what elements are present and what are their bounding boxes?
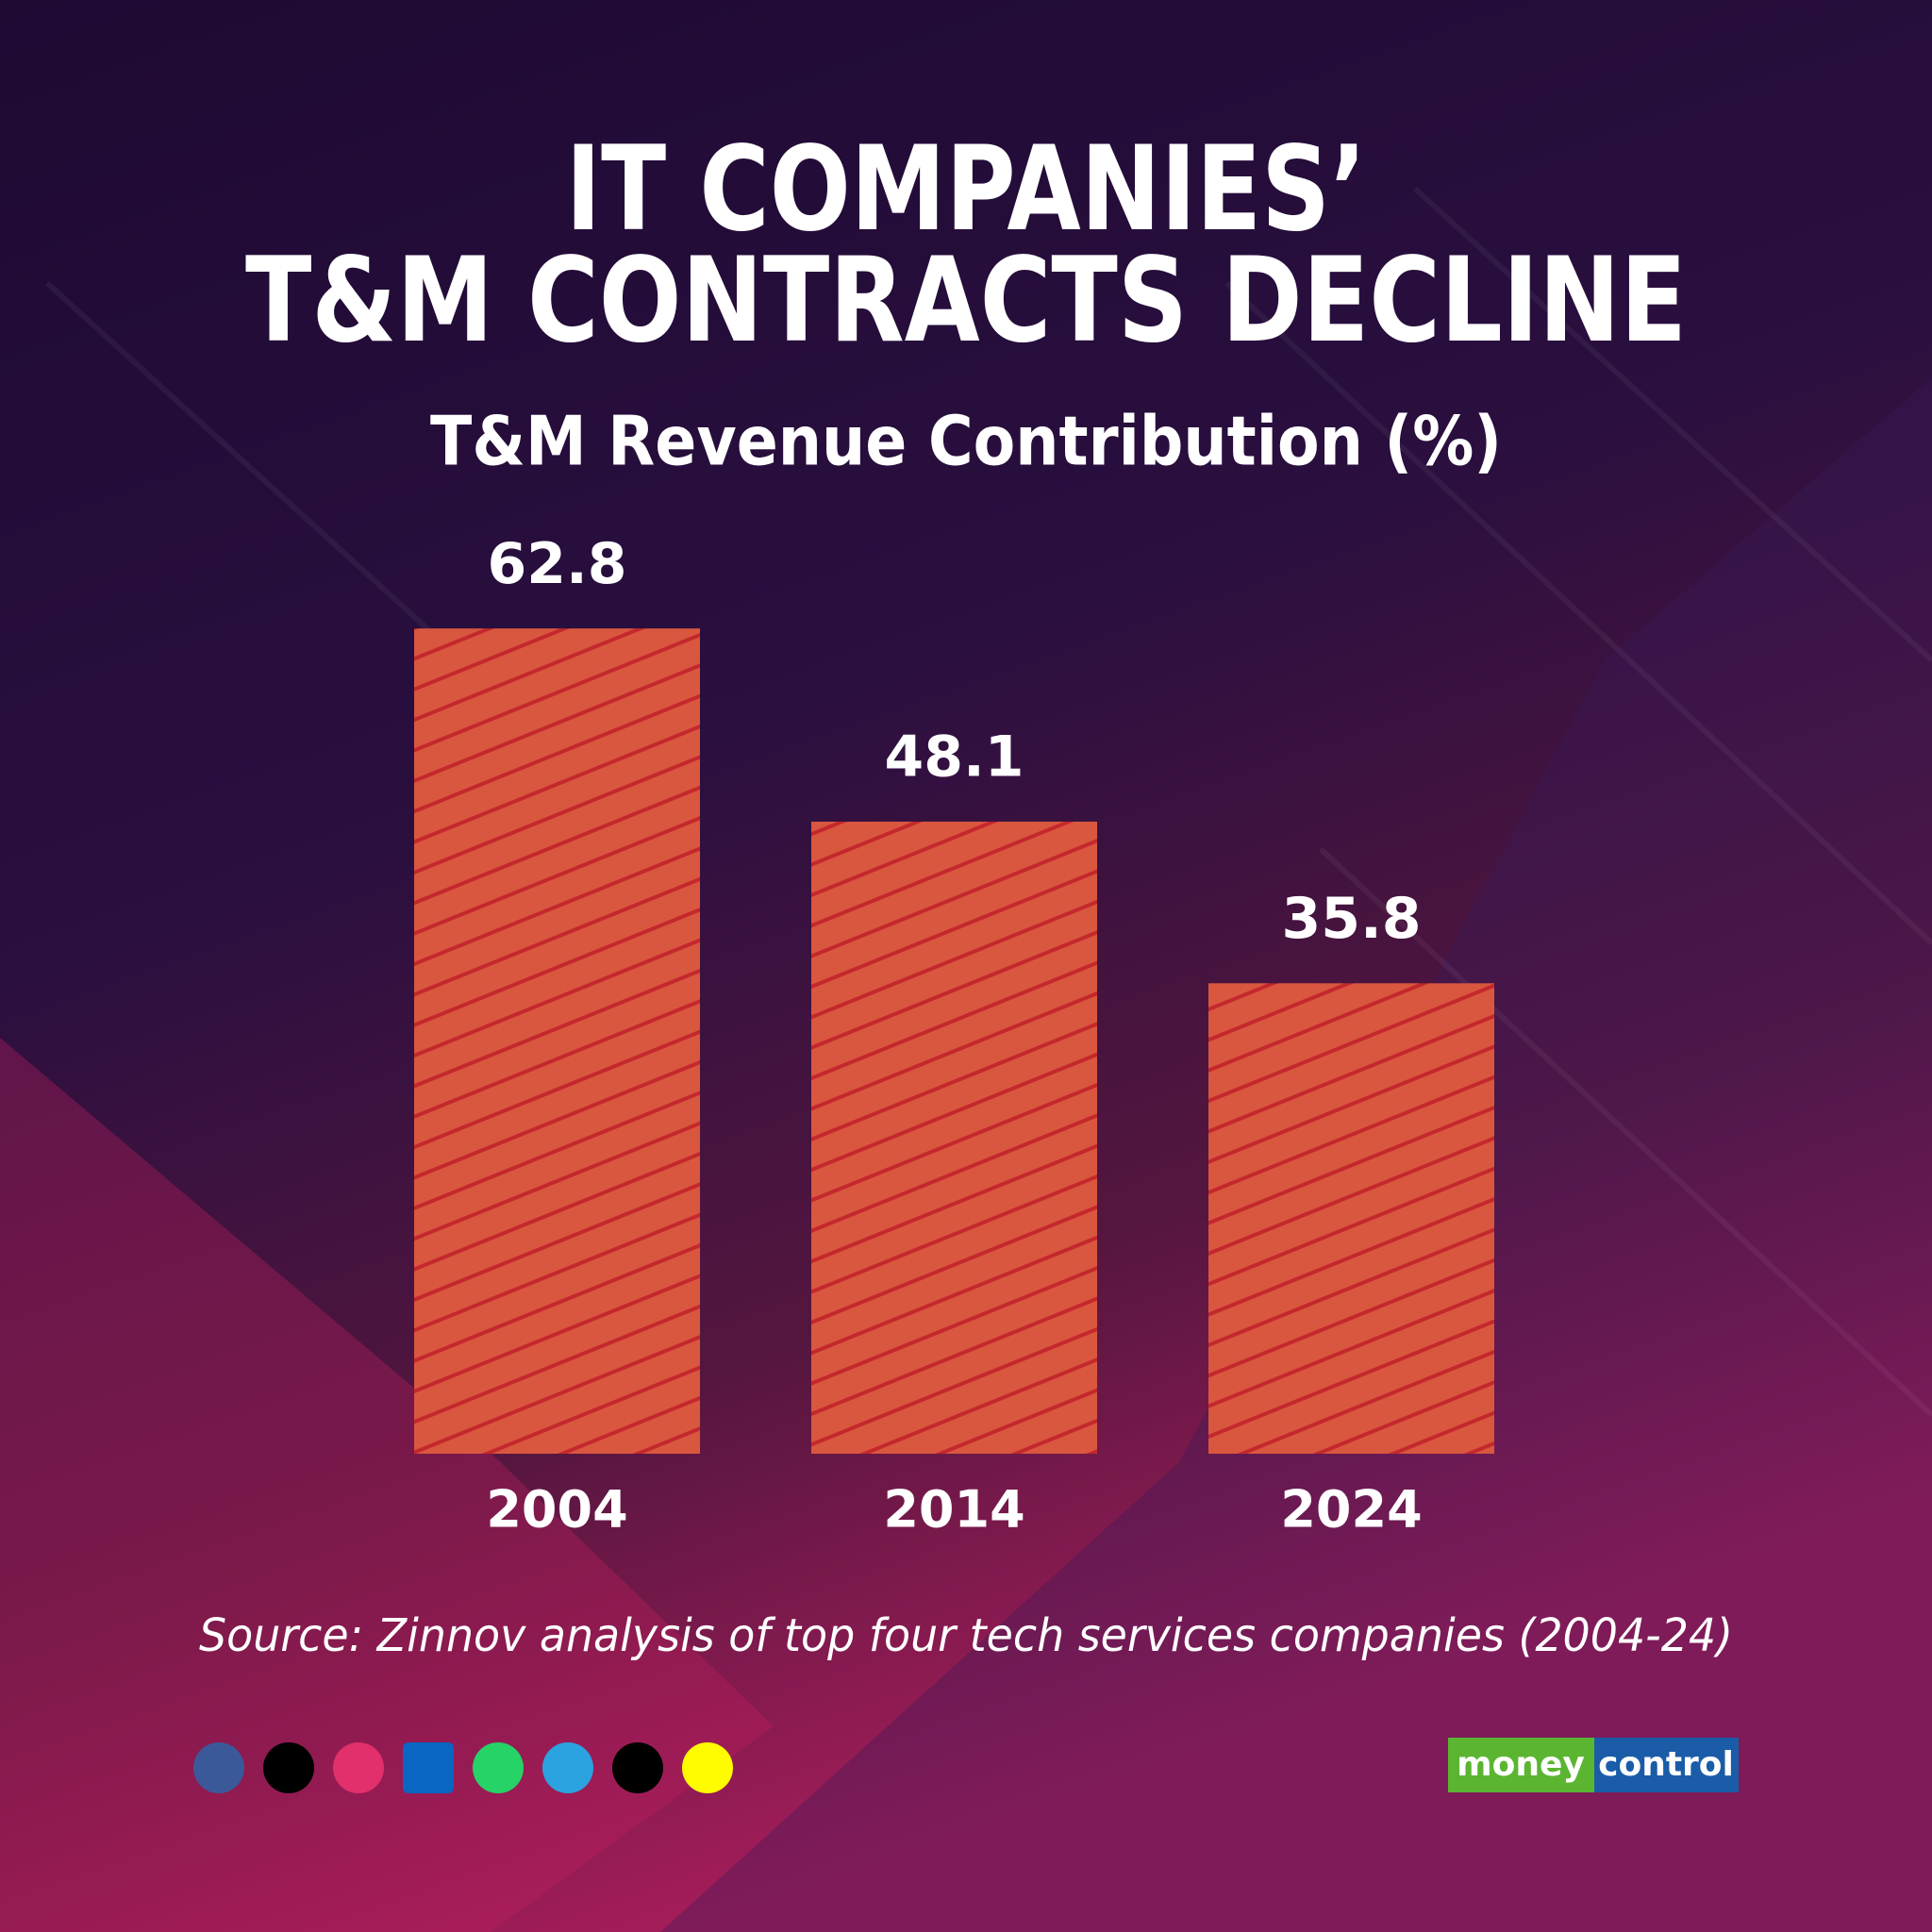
chart-subtitle: T&M Revenue Contribution (%) bbox=[430, 402, 1502, 481]
logo: money control bbox=[1448, 1738, 1739, 1792]
bar bbox=[1208, 983, 1494, 1454]
source-note: Source: Zinnov analysis of top four tech… bbox=[199, 1609, 1733, 1662]
value-label: 62.8 bbox=[487, 531, 626, 597]
chart-title: T&M CONTRACTS DECLINE bbox=[245, 233, 1687, 369]
whatsapp-icon[interactable] bbox=[473, 1742, 524, 1793]
bg-shape bbox=[660, 377, 1932, 1932]
logo-text: control bbox=[1598, 1745, 1734, 1784]
bar bbox=[811, 821, 1097, 1454]
snapchat-icon[interactable] bbox=[682, 1742, 733, 1793]
x-tick-label: 2004 bbox=[486, 1480, 627, 1540]
plot: 62.8 2004 48.1 2014 35.8 2024 bbox=[414, 531, 1494, 1540]
chart-title: IT COMPANIES’ bbox=[566, 122, 1367, 258]
bar bbox=[414, 628, 700, 1454]
logo-bg bbox=[1448, 1738, 1594, 1792]
x-tick-label: 2024 bbox=[1280, 1480, 1422, 1540]
x-tick-label: 2014 bbox=[883, 1480, 1024, 1540]
logo-bg bbox=[1594, 1738, 1739, 1792]
x-icon[interactable] bbox=[263, 1742, 314, 1793]
linkedin-icon[interactable] bbox=[403, 1742, 454, 1793]
telegram-icon[interactable] bbox=[542, 1742, 593, 1793]
value-label: 48.1 bbox=[884, 724, 1024, 791]
value-label: 35.8 bbox=[1281, 886, 1421, 952]
threads-icon[interactable] bbox=[612, 1742, 663, 1793]
logo-text: money bbox=[1457, 1745, 1585, 1784]
bg-shape bbox=[0, 1038, 774, 1932]
instagram-icon[interactable] bbox=[333, 1742, 384, 1793]
social-icons bbox=[193, 1742, 733, 1793]
facebook-icon[interactable] bbox=[193, 1742, 244, 1793]
